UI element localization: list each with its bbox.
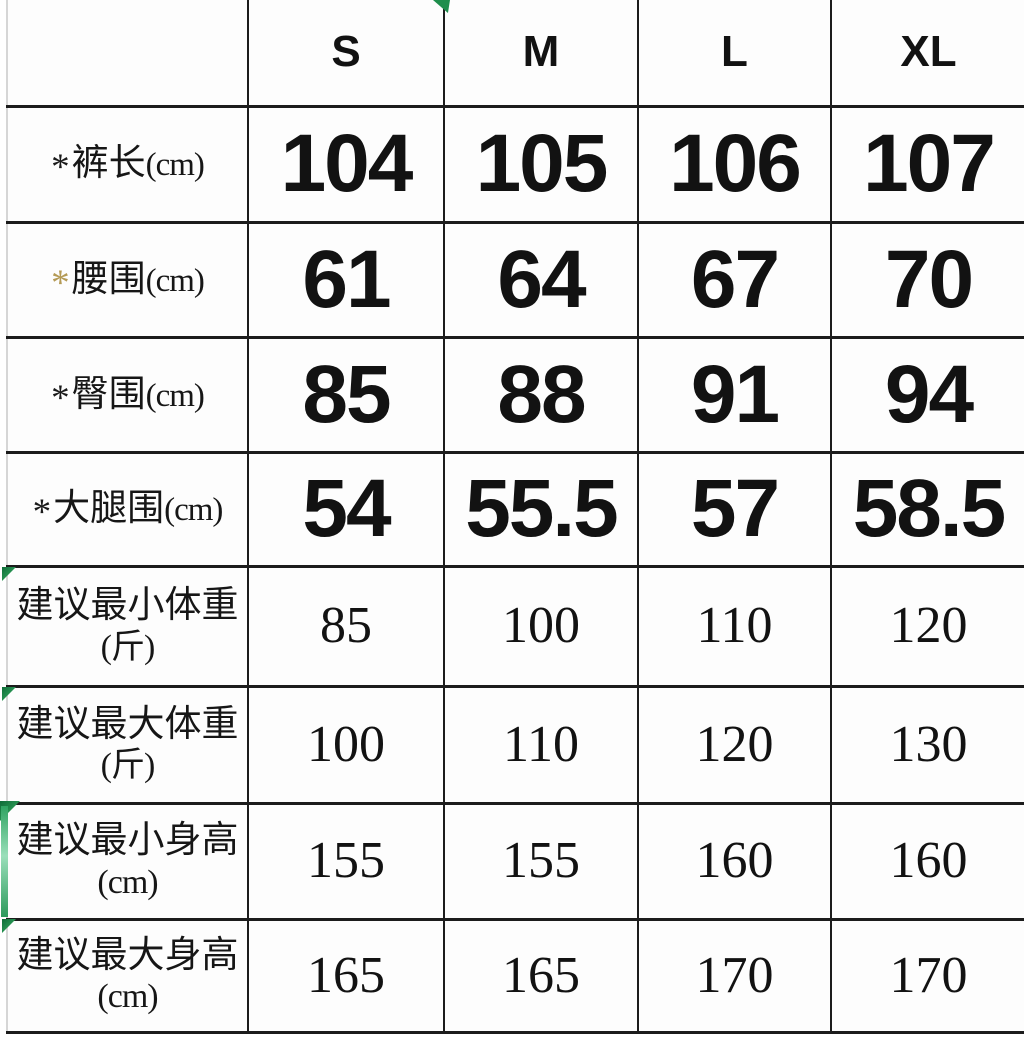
size-value-cell: 160 [830,801,1024,921]
size-value-cell: 120 [830,564,1024,688]
required-asterisk: * [51,147,70,189]
size-value-cell: 100 [247,684,445,805]
required-asterisk: * [51,262,70,304]
size-value-cell: 85 [247,564,445,688]
size-value-cell: 120 [637,684,832,805]
size-value-cell: 85 [247,335,445,454]
size-value-cell: 100 [443,564,639,688]
header-row: S M L XL [6,0,1024,108]
table-row: 建议最小体重 (斤) 85 100 110 120 [6,564,1024,688]
row-label-text: 腰围 [71,258,146,300]
size-value-cell: 70 [830,220,1024,339]
size-value-cell: 165 [443,917,639,1034]
column-header-m: M [443,0,639,108]
row-label-unit: (cm) [97,978,158,1016]
row-label-text: 裤长 [71,143,146,185]
size-value-cell: 170 [637,917,832,1034]
row-label-text: 建议最大体重 [16,703,239,745]
row-label-unit: (cm) [145,377,205,414]
size-value-cell: 165 [247,917,445,1034]
size-value-cell: 88 [443,335,639,454]
size-value-cell: 58.5 [830,450,1024,568]
size-value-cell: 130 [830,684,1024,805]
corner-cell [6,0,249,108]
required-asterisk: * [32,492,52,534]
table-row: 建议最大身高 (cm) 165 165 170 170 [6,917,1024,1034]
row-label-max-height: 建议最大身高 (cm) [6,917,249,1034]
row-label-text: 建议最小体重 [16,585,239,627]
required-asterisk: * [51,377,70,419]
size-value-cell: 170 [830,917,1024,1034]
table-row: 建议最小身高 (cm) 155 155 160 160 [6,801,1024,921]
row-label-unit: (斤) [100,628,156,666]
size-value-cell: 64 [443,220,639,339]
column-header-xl: XL [830,0,1024,108]
size-value-cell: 110 [637,564,832,688]
column-header-s: S [247,0,445,108]
row-label-text: 建议最大身高 [16,934,239,976]
row-label-unit: (cm) [97,863,158,901]
size-value-cell: 67 [637,220,832,339]
row-label-text: 臀围 [71,373,146,415]
row-label-unit: (cm) [164,492,223,529]
table-row: *裤长(cm) 104 105 106 107 [6,104,1024,224]
size-value-cell: 107 [830,104,1024,224]
size-value-cell: 57 [637,450,832,568]
size-value-cell: 106 [637,104,832,224]
column-header-l: L [637,0,832,108]
size-value-cell: 105 [443,104,639,224]
size-value-cell: 160 [637,801,832,921]
row-label-min-weight: 建议最小体重 (斤) [6,564,249,688]
size-value-cell: 54 [247,450,445,568]
size-value-cell: 104 [247,104,445,224]
table-row: *腰围(cm) 61 64 67 70 [6,220,1024,339]
green-edge-stripe-min-height [1,806,8,917]
row-label-max-weight: 建议最大体重 (斤) [6,684,249,805]
size-value-cell: 61 [247,220,445,339]
table-row: *大腿围(cm) 54 55.5 57 58.5 [6,450,1024,568]
table-row: *臀围(cm) 85 88 91 94 [6,335,1024,454]
row-label-text: 大腿围 [53,488,165,530]
row-label-min-height: 建议最小身高 (cm) [6,801,249,921]
size-value-cell: 94 [830,335,1024,454]
table-row: 建议最大体重 (斤) 100 110 120 130 [6,684,1024,805]
size-value-cell: 55.5 [443,450,639,568]
size-chart: S M L XL *裤长(cm) 104 105 106 107 *腰围(cm) 61 64 6… [6,0,1024,1034]
row-label-hip: *臀围(cm) [6,335,249,454]
row-label-unit: (cm) [145,147,205,184]
row-label-unit: (cm) [145,262,205,299]
row-label-pants-length: *裤长(cm) [6,104,249,224]
row-label-waist: *腰围(cm) [6,220,249,339]
row-label-unit: (斤) [100,747,156,785]
size-value-cell: 155 [443,801,639,921]
row-label-text: 建议最小身高 [16,820,239,862]
row-label-thigh: *大腿围(cm) [6,450,249,568]
size-value-cell: 155 [247,801,445,921]
size-chart-table: S M L XL *裤长(cm) 104 105 106 107 *腰围(cm) 61 64 6… [6,0,1024,1034]
size-value-cell: 110 [443,684,639,805]
size-value-cell: 91 [637,335,832,454]
